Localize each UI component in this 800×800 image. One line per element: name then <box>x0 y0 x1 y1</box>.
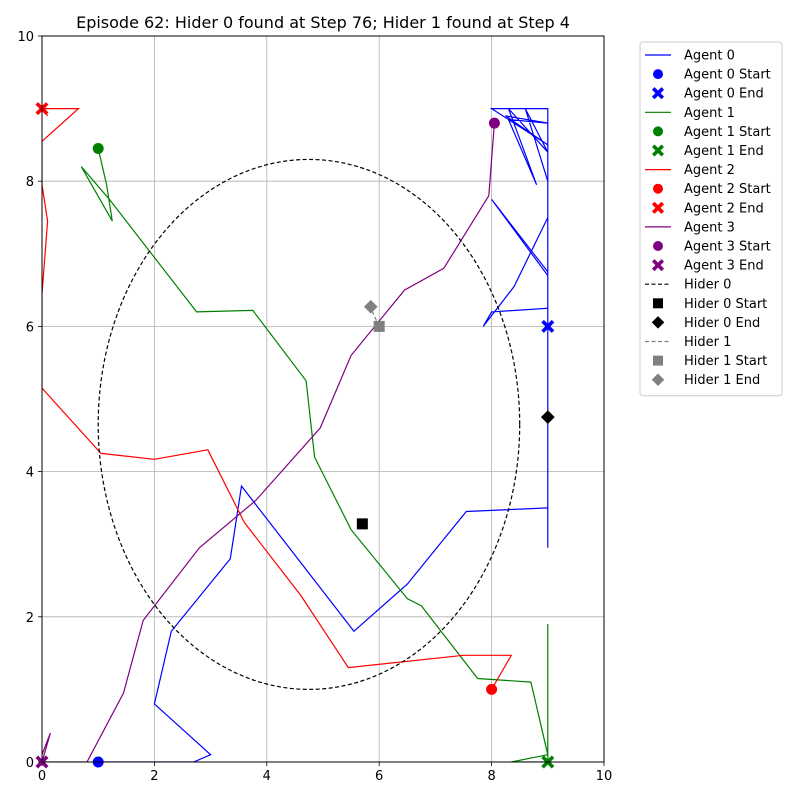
agent-1-start-marker <box>92 143 104 155</box>
hider-0-path <box>97 158 521 690</box>
legend: Agent 0 Agent 0 Start Agent 0 End Agent 1 Ag… <box>639 41 783 397</box>
legend-entry-agent-1-end: Agent 1 End <box>651 144 764 159</box>
legend-entry-agent-1-end-swatch-stroke-b <box>651 144 665 157</box>
legend-entry-agent-0-end-label: Agent 0 End <box>684 87 764 102</box>
legend-entry-agent-1-start-swatch <box>653 126 663 137</box>
agent-1-path <box>80 148 549 762</box>
legend-entry-agent-2-start: Agent 2 Start <box>653 182 771 197</box>
legend-entry-agent-3-end: Agent 3 End <box>651 259 764 274</box>
legend-entry-agent-2-label: Agent 2 <box>684 163 735 178</box>
legend-entry-hider-1-start: Hider 1 Start <box>653 354 767 369</box>
legend-entry-hider-1-end-swatch <box>651 373 665 386</box>
plot-background <box>42 36 604 762</box>
legend-entry-hider-0-label: Hider 0 <box>684 278 731 293</box>
legend-entry-agent-1-label: Agent 1 <box>684 106 735 121</box>
hider-1-start-marker <box>373 320 385 332</box>
series-lines <box>42 107 549 762</box>
y-tick-label: 2 <box>26 611 34 626</box>
plot-area: 0 2 4 6 8 10 0 2 4 6 8 10 <box>17 30 612 784</box>
legend-entry-agent-0-label: Agent 0 <box>684 49 735 64</box>
legend-entry-hider-1-start-swatch <box>653 355 663 366</box>
legend-entry-agent-0-start-label: Agent 0 Start <box>684 68 771 83</box>
x-tick-label: 2 <box>150 769 158 784</box>
agent-2-start-marker <box>486 683 498 695</box>
legend-entry-agent-2-start-swatch <box>653 183 663 194</box>
legend-entry-agent-3-end-swatch <box>651 259 665 272</box>
legend-entry-hider-0-start: Hider 0 Start <box>653 297 767 312</box>
legend-box <box>639 41 783 397</box>
legend-entry-hider-0-start-label: Hider 0 Start <box>684 297 767 312</box>
legend-entry-agent-3-start-label: Agent 3 Start <box>684 240 771 255</box>
legend-entry-agent-1-end-swatch <box>651 144 665 157</box>
agent-3-path <box>42 123 495 762</box>
x-tick-label: 0 <box>38 769 46 784</box>
axes-frame <box>41 35 605 763</box>
legend-entry-agent-1-end-label: Agent 1 End <box>684 144 764 159</box>
legend-entry-hider-1-label: Hider 1 <box>684 335 731 350</box>
legend-entry-agent-0-end: Agent 0 End <box>651 87 764 102</box>
legend-entry-hider-1: Hider 1 <box>645 335 731 350</box>
agent-2-path <box>42 107 513 690</box>
legend-entry-agent-3: Agent 3 <box>645 220 735 235</box>
legend-entry-agent-0-end-swatch-stroke-b <box>651 87 665 100</box>
legend-entry-hider-0-start-swatch <box>653 298 663 309</box>
y-tick-label: 6 <box>26 320 34 335</box>
legend-entry-agent-1-start-label: Agent 1 Start <box>684 125 771 140</box>
legend-entry-agent-0: Agent 0 <box>645 49 735 64</box>
hider-1-end-marker <box>363 299 378 314</box>
y-tick-label: 10 <box>17 30 34 45</box>
x-tick-label: 6 <box>375 769 383 784</box>
legend-entry-hider-0-end: Hider 0 End <box>651 316 760 331</box>
legend-entry-hider-1-end: Hider 1 End <box>651 373 760 388</box>
legend-entry-agent-3-label: Agent 3 <box>684 220 735 235</box>
legend-entry-agent-1: Agent 1 <box>645 106 735 121</box>
legend-entry-agent-2-end: Agent 2 End <box>651 201 764 216</box>
legend-entry-agent-2: Agent 2 <box>645 163 735 178</box>
legend-entry-agent-1-start: Agent 1 Start <box>653 125 771 140</box>
legend-entry-agent-2-end-swatch <box>651 201 665 214</box>
agent-0-end-marker <box>541 319 555 333</box>
series-markers <box>35 102 555 769</box>
legend-entry-agent-3-start-swatch <box>653 241 663 251</box>
x-tick-label: 10 <box>596 769 613 784</box>
legend-entry-hider-1-start-label: Hider 1 Start <box>684 354 767 369</box>
agent-0-end-marker-stroke-b <box>541 319 555 333</box>
x-tick-label: 8 <box>487 769 495 784</box>
legend-entry-agent-3-end-swatch-stroke-b <box>651 259 665 272</box>
agent-3-start-marker <box>488 117 500 129</box>
y-tick-label: 8 <box>26 175 34 190</box>
legend-entry-agent-3-start: Agent 3 Start <box>653 240 771 255</box>
legend-entry-hider-0-end-label: Hider 0 End <box>684 316 760 331</box>
legend-entry-agent-2-end-label: Agent 2 End <box>684 201 764 216</box>
legend-entry-agent-0-start: Agent 0 Start <box>653 68 771 83</box>
legend-entry-agent-0-end-swatch <box>651 87 665 100</box>
legend-entry-hider-0: Hider 0 <box>645 278 731 293</box>
legend-entry-hider-0-end-swatch <box>651 316 665 329</box>
legend-entry-agent-2-start-label: Agent 2 Start <box>684 182 771 197</box>
legend-entry-hider-1-end-label: Hider 1 End <box>684 373 760 388</box>
y-tick-label: 4 <box>26 466 34 481</box>
legend-entry-agent-3-end-label: Agent 3 End <box>684 259 764 274</box>
y-tick-label: 0 <box>26 756 34 771</box>
legend-entry-agent-2-end-swatch-stroke-b <box>651 201 665 214</box>
hider-0-end-marker <box>540 410 555 425</box>
chart-title: Episode 62: Hider 0 found at Step 76; Hi… <box>76 13 570 32</box>
legend-entry-agent-0-start-swatch <box>653 69 663 80</box>
hider-0-start-marker <box>356 518 368 530</box>
x-tick-label: 4 <box>263 769 271 784</box>
